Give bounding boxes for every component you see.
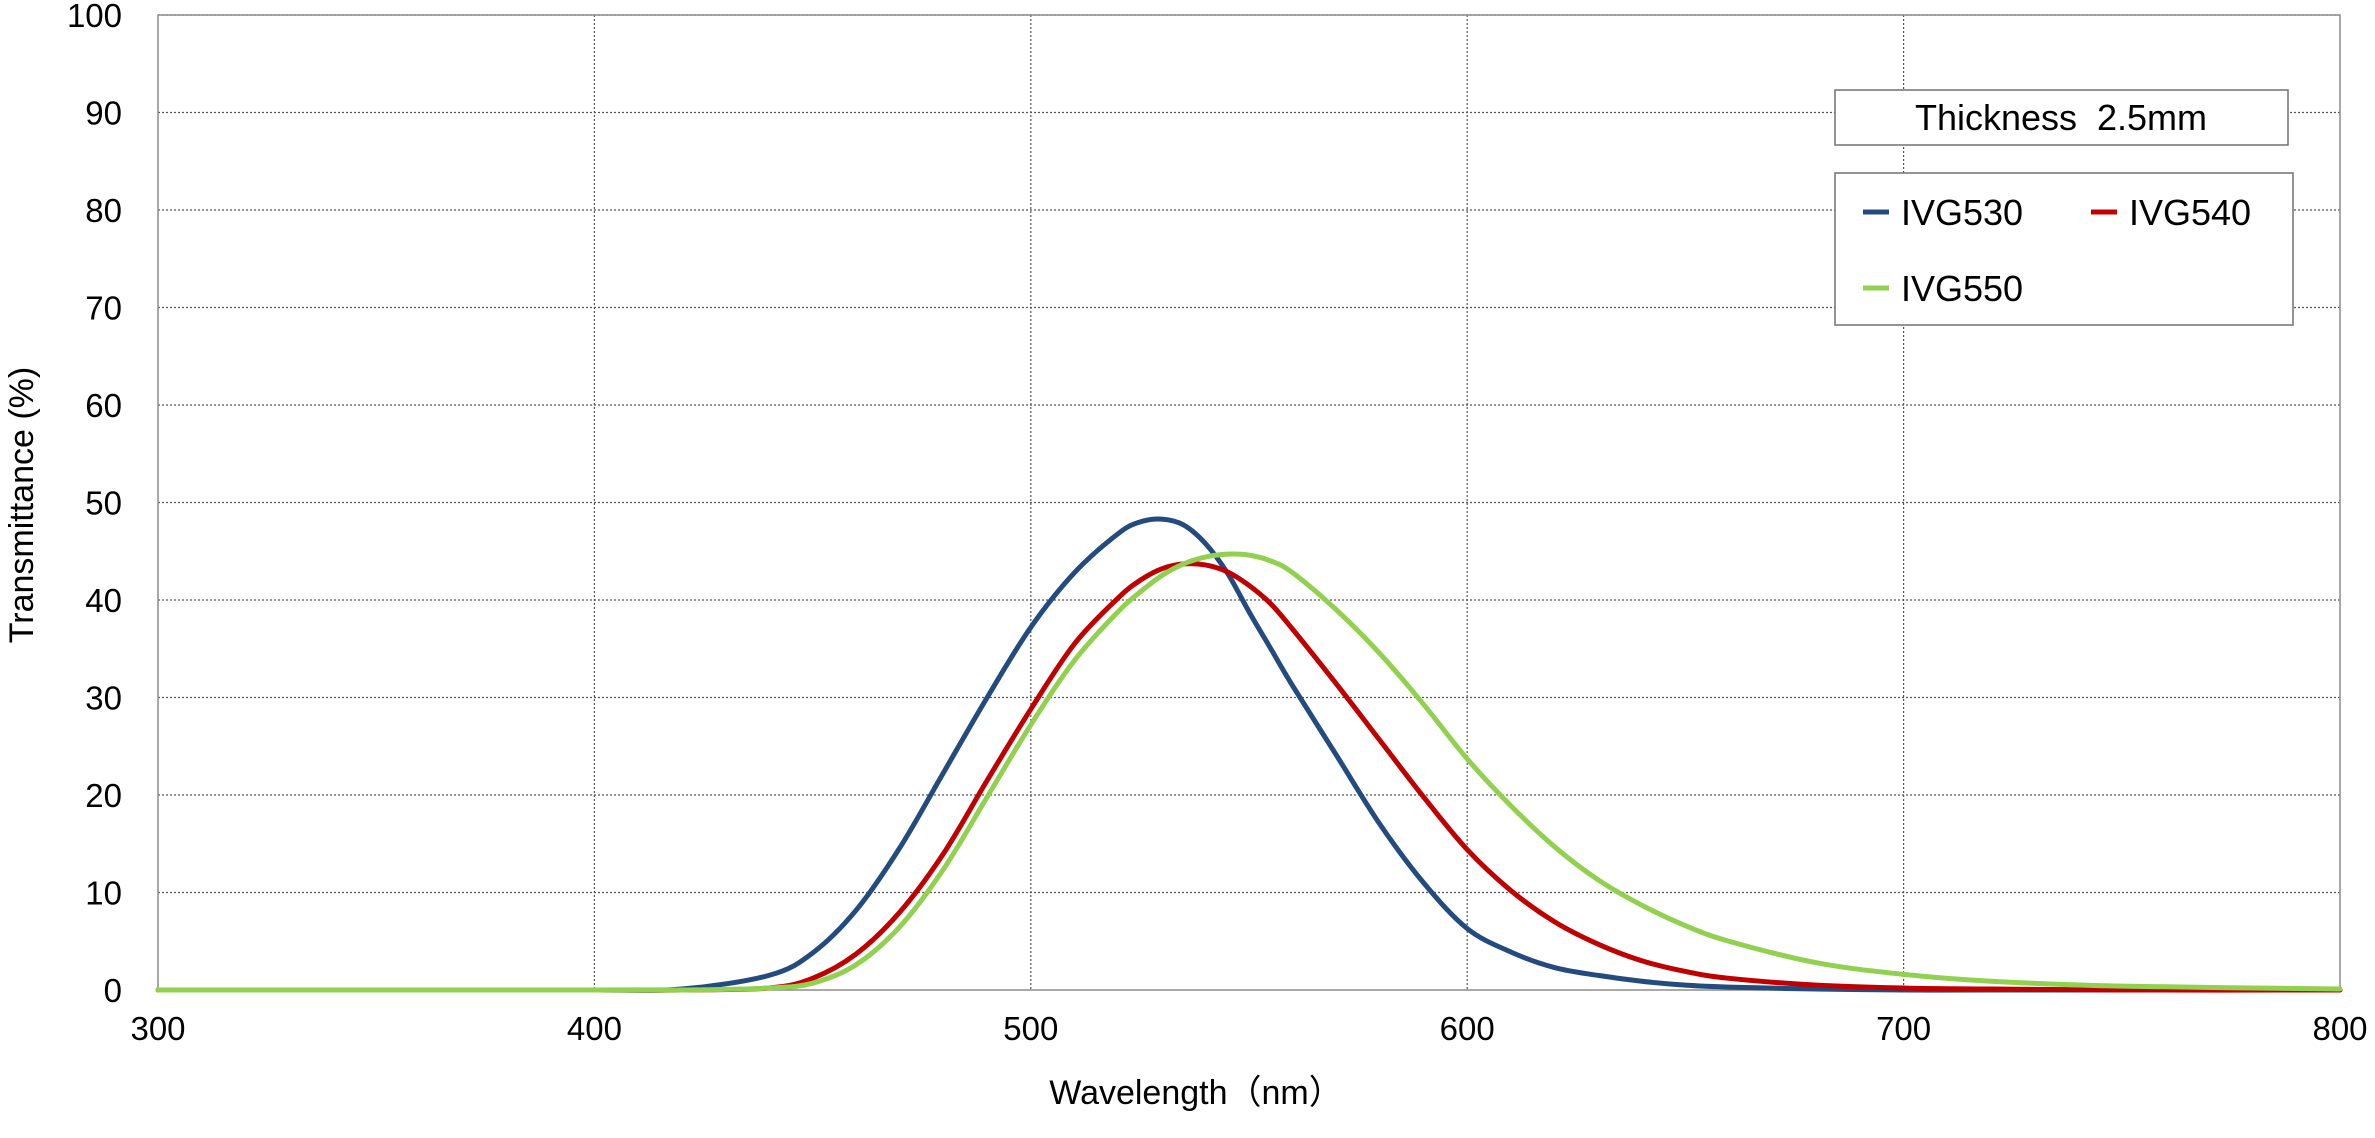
x-tick-label: 300 (130, 1010, 185, 1047)
y-tick-label: 50 (85, 485, 122, 522)
series-line-ivg550 (155, 551, 2343, 993)
y-axis-label: Transmittance (%) (3, 367, 41, 643)
y-tick-label: 10 (85, 875, 122, 912)
legend-label-ivg530: IVG530 (1901, 192, 2023, 233)
x-axis-ticks: 300 400 500 600 700 800 (130, 1010, 2367, 1047)
x-tick-label: 600 (1440, 1010, 1495, 1047)
series-line-ivg540 (155, 561, 2343, 993)
thickness-annotation-frame (1834, 89, 2289, 146)
legend: IVG530 IVG540 IVG550 (1834, 172, 2294, 326)
y-tick-label: 40 (85, 582, 122, 619)
x-axis-label: Wavelength（nm） (1049, 1074, 1343, 1112)
y-tick-label: 30 (85, 680, 122, 717)
legend-label-ivg540: IVG540 (2129, 192, 2251, 233)
series-line-ivg530 (155, 516, 2343, 993)
x-tick-label: 400 (567, 1010, 622, 1047)
legend-frame (1834, 172, 2294, 326)
thickness-annotation-box: Thickness 2.5mm (1834, 89, 2289, 146)
y-tick-label: 80 (85, 192, 122, 229)
y-axis-ticks: 0 10 20 30 40 50 60 70 80 90 100 (67, 0, 122, 1009)
y-tick-label: 60 (85, 387, 122, 424)
plot-area-frame (157, 14, 2341, 991)
y-tick-label: 70 (85, 290, 122, 327)
thickness-annotation-text: Thickness 2.5mm (1915, 97, 2207, 138)
x-tick-label: 500 (1003, 1010, 1058, 1047)
series-lines (155, 516, 2343, 993)
x-tick-label: 700 (1876, 1010, 1931, 1047)
legend-label-ivg550: IVG550 (1901, 268, 2023, 309)
y-tick-label: 100 (67, 0, 122, 34)
y-tick-label: 20 (85, 777, 122, 814)
y-tick-label: 0 (104, 972, 122, 1009)
gridlines (158, 14, 2340, 990)
x-tick-label: 800 (2312, 1010, 2367, 1047)
y-tick-label: 90 (85, 95, 122, 132)
